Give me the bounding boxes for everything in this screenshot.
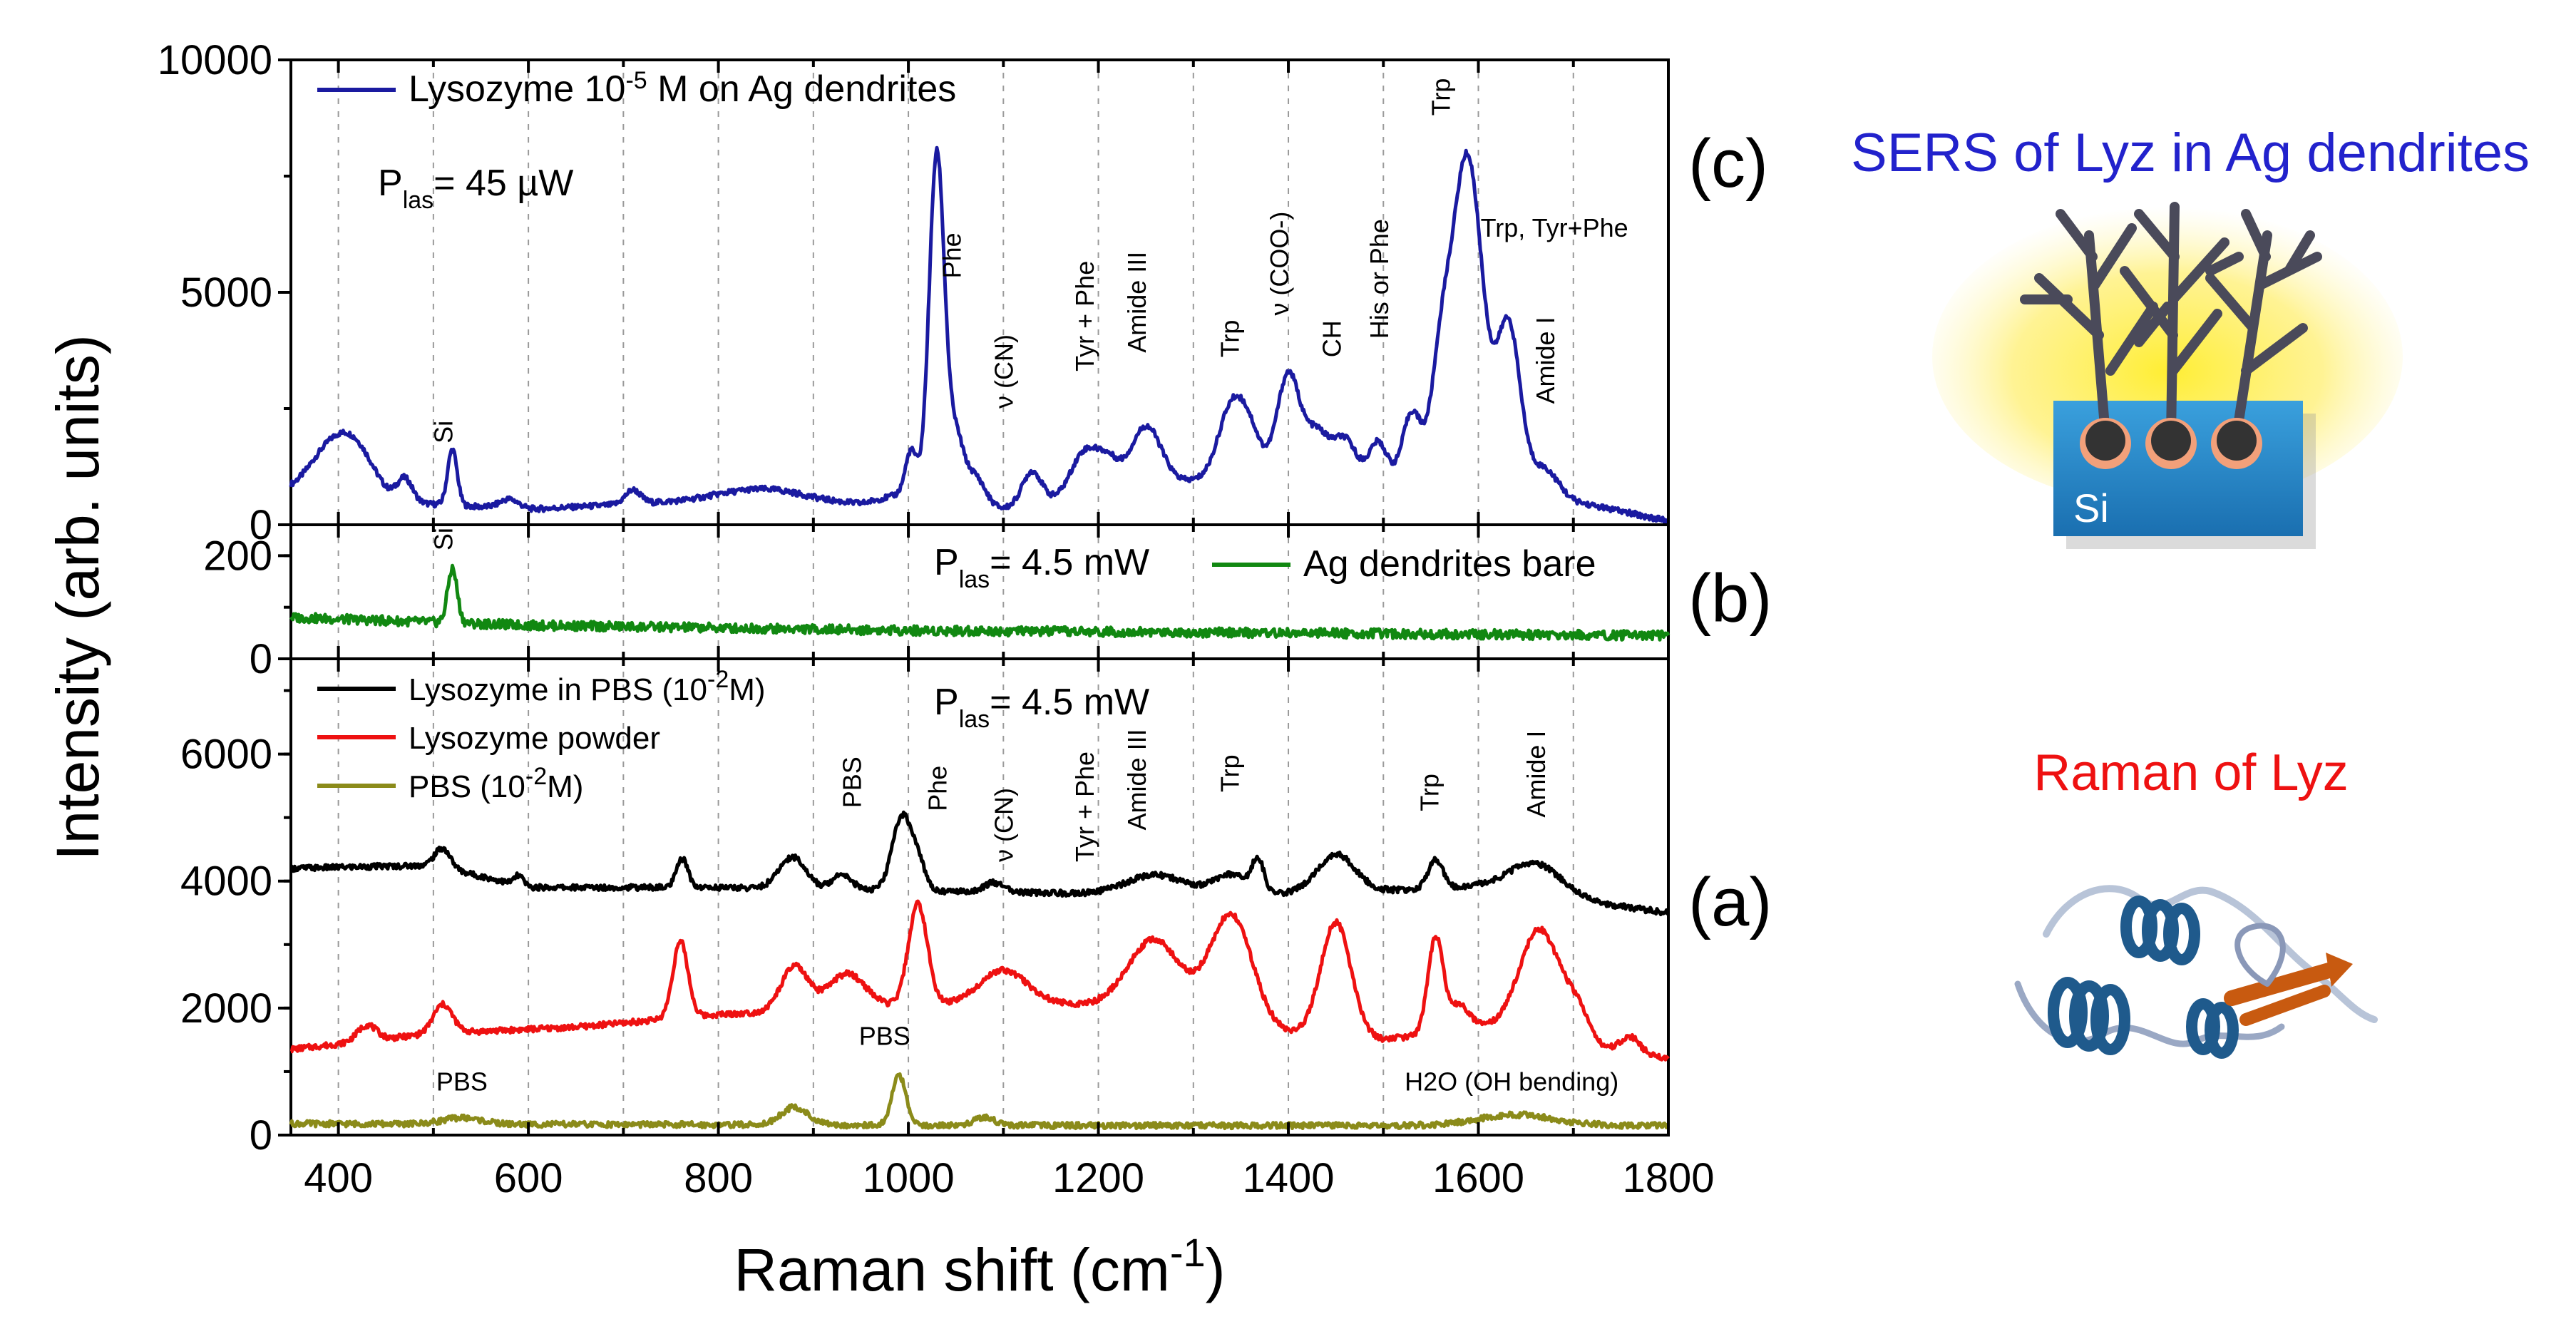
peak-annotation: Si [429, 528, 458, 550]
peak-annotation: Trp, Tyr+Phe [1481, 213, 1628, 242]
peak-annotation: ν (CN) [990, 788, 1019, 862]
panel-c-plot: 0 5000 10000 Lysozyme 10-5 M on Ag dendrit… [158, 37, 1670, 548]
x-tick-label: 1200 [1052, 1155, 1144, 1201]
sers-title: SERS of Lyz in Ag dendrites [1851, 123, 2530, 183]
y-tick-label: 6000 [180, 732, 272, 778]
x-tick-label: 1000 [863, 1155, 955, 1201]
peak-annotation: PBS [837, 756, 866, 808]
panel-c-letter: (c) [1688, 125, 1768, 202]
legend-label: Lysozyme 10-5 M on Ag dendrites [409, 67, 956, 110]
peak-annotation: Trp [1216, 320, 1245, 358]
peak-annotation: Trp [1216, 754, 1245, 792]
y-tick-label: 0 [250, 1112, 272, 1159]
dendrite-branches [2020, 202, 2322, 440]
y-tick-label: 200 [203, 533, 272, 579]
x-tick-label: 600 [494, 1155, 563, 1201]
lysozyme-protein-illustration [2014, 885, 2378, 1059]
y-axis-label: Intensity (arb. units) [44, 334, 111, 861]
x-axis-ticks: 400 600 800 1000 1200 1400 1600 1800 [304, 1155, 1714, 1201]
laser-power-label: Plas= 4.5 mW [934, 682, 1149, 733]
legend-label: Lysozyme powder [409, 721, 660, 756]
panel-b-letter: (b) [1688, 560, 1772, 637]
peak-annotation: ν (COO-) [1265, 212, 1294, 316]
panel-a-letter: (a) [1688, 864, 1772, 940]
panel-a-plot: 0 2000 4000 6000 Lysozyme in PBS (10-2M) Lys… [180, 657, 1670, 1159]
peak-annotation: Trp [1415, 774, 1444, 811]
y-tick-label: 2000 [180, 985, 272, 1032]
laser-power-label: Plas= 45 µW [378, 163, 573, 214]
beta-strand [2224, 962, 2339, 1006]
x-tick-label: 400 [304, 1155, 373, 1201]
peak-annotation: Tyr + Phe [1070, 261, 1099, 371]
legend-label: PBS (10-2M) [409, 763, 583, 804]
laser-power-label: Plas= 4.5 mW [934, 542, 1149, 593]
peak-annotation: Si [429, 421, 458, 443]
peak-annotation: Amide III [1122, 729, 1151, 830]
y-tick-label: 0 [250, 636, 272, 682]
peak-annotation: Tyr + Phe [1070, 751, 1099, 862]
series-line-pbs-10-2m- [289, 1072, 1670, 1131]
series-line-lysozyme-in-pbs-10-2m- [289, 810, 1670, 917]
x-tick-label: 800 [684, 1155, 753, 1201]
peak-annotation: Phe [937, 232, 966, 278]
peak-annotation: Trp [1427, 78, 1456, 116]
ag-dendrites-illustration: Si [1932, 202, 2403, 549]
x-tick-label: 1600 [1432, 1155, 1524, 1201]
y-tick-label: 0 [250, 502, 272, 548]
peak-annotation: Amide III [1122, 252, 1151, 353]
y-tick-label: 10000 [158, 37, 272, 83]
series-line-lysozyme-powder [289, 899, 1670, 1062]
peak-annotation: PBS [436, 1067, 488, 1097]
peak-annotation: Phe [923, 766, 952, 811]
y-tick-label: 5000 [180, 270, 272, 316]
peak-annotation: Amide I [1531, 317, 1560, 404]
legend-label: Ag dendrites bare [1303, 543, 1596, 585]
peak-annotation: PBS [859, 1022, 910, 1051]
peak-annotation: His or Phe [1365, 219, 1394, 339]
raman-title: Raman of Lyz [2033, 744, 2349, 801]
series-line-lysozyme-10-5-m-on-ag-dendrites [289, 145, 1670, 525]
peak-annotation: ν (CN) [990, 334, 1019, 409]
legend-label: Lysozyme in PBS (10-2M) [409, 666, 766, 707]
peak-annotation: CH [1317, 320, 1346, 357]
series-line-ag-dendrites-bare [289, 563, 1671, 642]
peak-annotation: H2O (OH bending) [1405, 1067, 1618, 1097]
panel-c-frame [289, 58, 1670, 526]
panel-b-plot: 0 200 Ag dendrites bare Plas= 4.5 mW Si [203, 523, 1671, 682]
alpha-helix [2048, 896, 2239, 1059]
x-tick-label: 1400 [1243, 1155, 1335, 1201]
y-tick-label: 4000 [180, 858, 272, 905]
panel-a-frame [289, 657, 1670, 1137]
peak-annotation: Amide I [1522, 731, 1551, 818]
x-tick-label: 1800 [1622, 1155, 1714, 1201]
si-substrate-label: Si [2073, 486, 2109, 530]
x-axis-label: Raman shift (cm-1) [734, 1230, 1225, 1303]
